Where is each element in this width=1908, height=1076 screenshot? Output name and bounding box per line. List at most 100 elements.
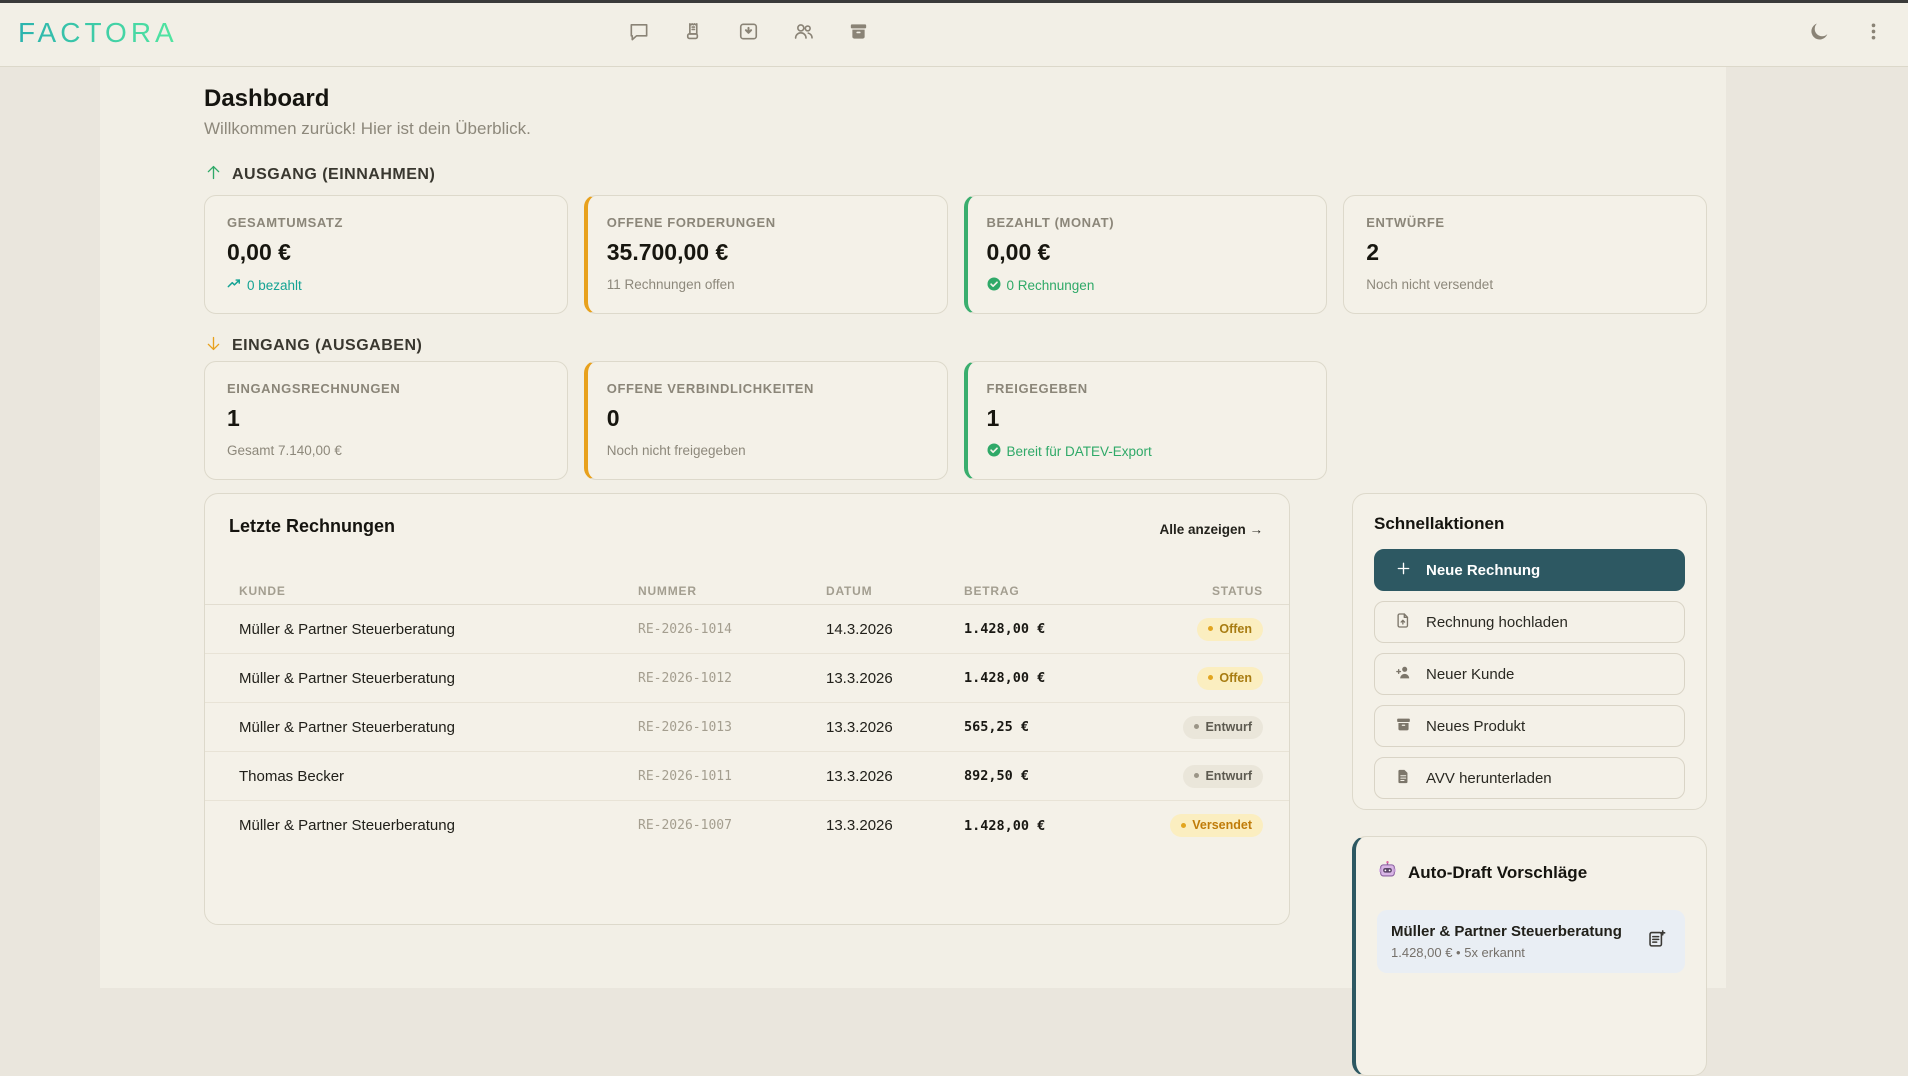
column-header-status: STATUS (1211, 583, 1263, 598)
status-badge: Offen (1197, 666, 1263, 690)
section-title: AUSGANG (EINNAHMEN) (232, 166, 436, 183)
number-cell: RE-2026-1007 (638, 818, 732, 833)
stat-card-gesamtumsatz: GESAMTUMSATZ 0,00 € 0 bezahlt (204, 195, 568, 314)
section-header-outgoing: AUSGANG (EINNAHMEN) (204, 163, 435, 187)
new-product-button[interactable]: Neues Produkt (1374, 705, 1685, 747)
section-title: EINGANG (AUSGABEN) (232, 337, 423, 354)
new-customer-button[interactable]: Neuer Kunde (1374, 653, 1685, 695)
status-badge: Offen (1197, 617, 1263, 641)
stat-value: 1 (986, 405, 1000, 431)
document-plus-icon (1645, 928, 1667, 955)
receipt-icon (682, 20, 705, 48)
section-header-incoming: EINGANG (AUSGABEN) (204, 334, 422, 358)
check-circle-icon (987, 443, 1001, 460)
page-title: Dashboard (204, 85, 330, 112)
dark-mode-toggle[interactable] (1801, 16, 1837, 52)
user-plus-icon (1394, 663, 1413, 686)
stat-label: ENTWÜRFE (1366, 215, 1445, 230)
stat-card-offene-forderungen: OFFENE FORDERUNGEN 35.700,00 € 11 Rechnu… (583, 195, 948, 314)
quick-actions-card: Schnellaktionen Neue Rechnung Rechnung h… (1352, 493, 1707, 810)
inbox-button[interactable] (730, 16, 766, 52)
file-upload-icon (1394, 611, 1413, 634)
number-cell: RE-2026-1014 (638, 621, 732, 637)
customer-cell: Thomas Becker (239, 767, 345, 785)
column-header-amount: BETRAG (964, 583, 1020, 598)
arrow-down-icon (204, 334, 223, 358)
amount-cell: 1.428,00 € (964, 817, 1046, 834)
stat-footer: Bereit für DATEV-Export (987, 443, 1305, 460)
stat-row-outgoing: GESAMTUMSATZ 0,00 € 0 bezahlt OFFENE FOR… (204, 195, 1707, 314)
customer-cell: Müller & Partner Steuerberatung (239, 718, 455, 736)
stat-label: OFFENE FORDERUNGEN (606, 215, 776, 230)
stat-label: FREIGEGEBEN (986, 381, 1088, 396)
table-row[interactable]: Müller & Partner Steuerberatung RE-2026-… (205, 801, 1289, 850)
chat-icon (627, 20, 650, 48)
arrow-up-icon (204, 163, 223, 187)
autodraft-suggestion[interactable]: Müller & Partner Steuerberatung 1.428,00… (1377, 910, 1685, 973)
status-dot (1181, 822, 1187, 828)
date-cell: 14.3.2026 (826, 620, 893, 638)
recent-invoices-card: Letzte Rechnungen Alle anzeigen → KUNDE … (204, 493, 1290, 925)
autodraft-header: Auto-Draft Vorschläge (1377, 860, 1685, 886)
users-icon (792, 20, 815, 48)
quick-actions-list: Neue Rechnung Rechnung hochladen Neuer K… (1374, 549, 1685, 799)
table-row[interactable]: Müller & Partner Steuerberatung RE-2026-… (205, 605, 1289, 654)
moon-icon (1808, 20, 1831, 48)
customer-cell: Müller & Partner Steuerberatung (239, 620, 455, 638)
stat-card-entwuerfe: ENTWÜRFE 2 Noch nicht versendet (1343, 195, 1707, 314)
customer-cell: Müller & Partner Steuerberatung (239, 817, 455, 834)
window-top-strip (0, 0, 1908, 3)
new-invoice-button[interactable]: Neue Rechnung (1374, 549, 1685, 591)
products-button[interactable] (840, 16, 876, 52)
table-row[interactable]: Thomas Becker RE-2026-1011 13.3.2026 892… (205, 752, 1289, 801)
column-header-date: DATUM (826, 583, 873, 598)
kebab-menu-icon (1862, 20, 1885, 48)
stat-footer: 0 Rechnungen (987, 277, 1305, 294)
table-row[interactable]: Müller & Partner Steuerberatung RE-2026-… (205, 654, 1289, 703)
autodraft-title: Auto-Draft Vorschläge (1408, 863, 1588, 882)
navbar-icon-group (620, 0, 876, 67)
quick-actions-title: Schnellaktionen (1374, 514, 1505, 533)
suggestion-meta: 1.428,00 € • 5x erkannt (1391, 945, 1525, 960)
inbox-download-icon (737, 20, 760, 48)
download-avv-button[interactable]: AVV herunterladen (1374, 757, 1685, 799)
number-cell: RE-2026-1011 (638, 768, 732, 784)
stat-row-incoming: EINGANGSRECHNUNGEN 1 Gesamt 7.140,00 € O… (204, 361, 1707, 480)
stat-label: BEZAHLT (MONAT) (986, 215, 1115, 230)
stat-value: 2 (1366, 239, 1380, 265)
status-dot (1208, 626, 1214, 631)
stat-footer: Gesamt 7.140,00 € (227, 443, 342, 458)
date-cell: 13.3.2026 (826, 767, 893, 785)
amount-cell: 1.428,00 € (964, 621, 1046, 637)
view-all-link[interactable]: Alle anzeigen → (1159, 522, 1263, 537)
number-cell: RE-2026-1012 (638, 670, 732, 686)
stat-label: OFFENE VERBINDLICHKEITEN (606, 381, 814, 396)
check-circle-icon (987, 277, 1001, 294)
suggestion-text: Müller & Partner Steuerberatung 1.428,00… (1391, 923, 1622, 960)
stat-card-freigegeben: FREIGEGEBEN 1 Bereit für DATEV-Export (963, 361, 1328, 480)
status-badge: Entwurf (1183, 715, 1263, 739)
invoices-button[interactable] (675, 16, 711, 52)
stat-label: EINGANGSRECHNUNGEN (227, 381, 401, 396)
chat-button[interactable] (620, 16, 656, 52)
page-subtitle: Willkommen zurück! Hier ist dein Überbli… (204, 119, 531, 138)
plus-icon (1394, 559, 1413, 582)
stat-footer: 0 bezahlt (227, 277, 545, 294)
amount-cell: 892,50 € (964, 768, 1030, 784)
column-header-customer: KUNDE (239, 583, 286, 598)
archive-box-icon (1394, 715, 1413, 738)
customers-button[interactable] (785, 16, 821, 52)
stat-footer: Noch nicht versendet (1366, 277, 1494, 292)
stat-value: 1 (227, 405, 240, 431)
autodraft-card: Auto-Draft Vorschläge Müller & Partner S… (1352, 836, 1707, 1076)
brand-logo[interactable]: FACTORA (18, 17, 178, 48)
main-content: Dashboard Willkommen zurück! Hier ist de… (100, 67, 1726, 1076)
navbar: FACTORA (0, 0, 1908, 67)
upload-invoice-button[interactable]: Rechnung hochladen (1374, 601, 1685, 643)
create-draft-button[interactable] (1641, 927, 1671, 957)
status-dot (1208, 675, 1214, 680)
document-icon (1394, 767, 1413, 790)
table-row[interactable]: Müller & Partner Steuerberatung RE-2026-… (205, 703, 1289, 752)
overflow-menu-button[interactable] (1855, 16, 1891, 52)
number-cell: RE-2026-1013 (638, 719, 732, 735)
